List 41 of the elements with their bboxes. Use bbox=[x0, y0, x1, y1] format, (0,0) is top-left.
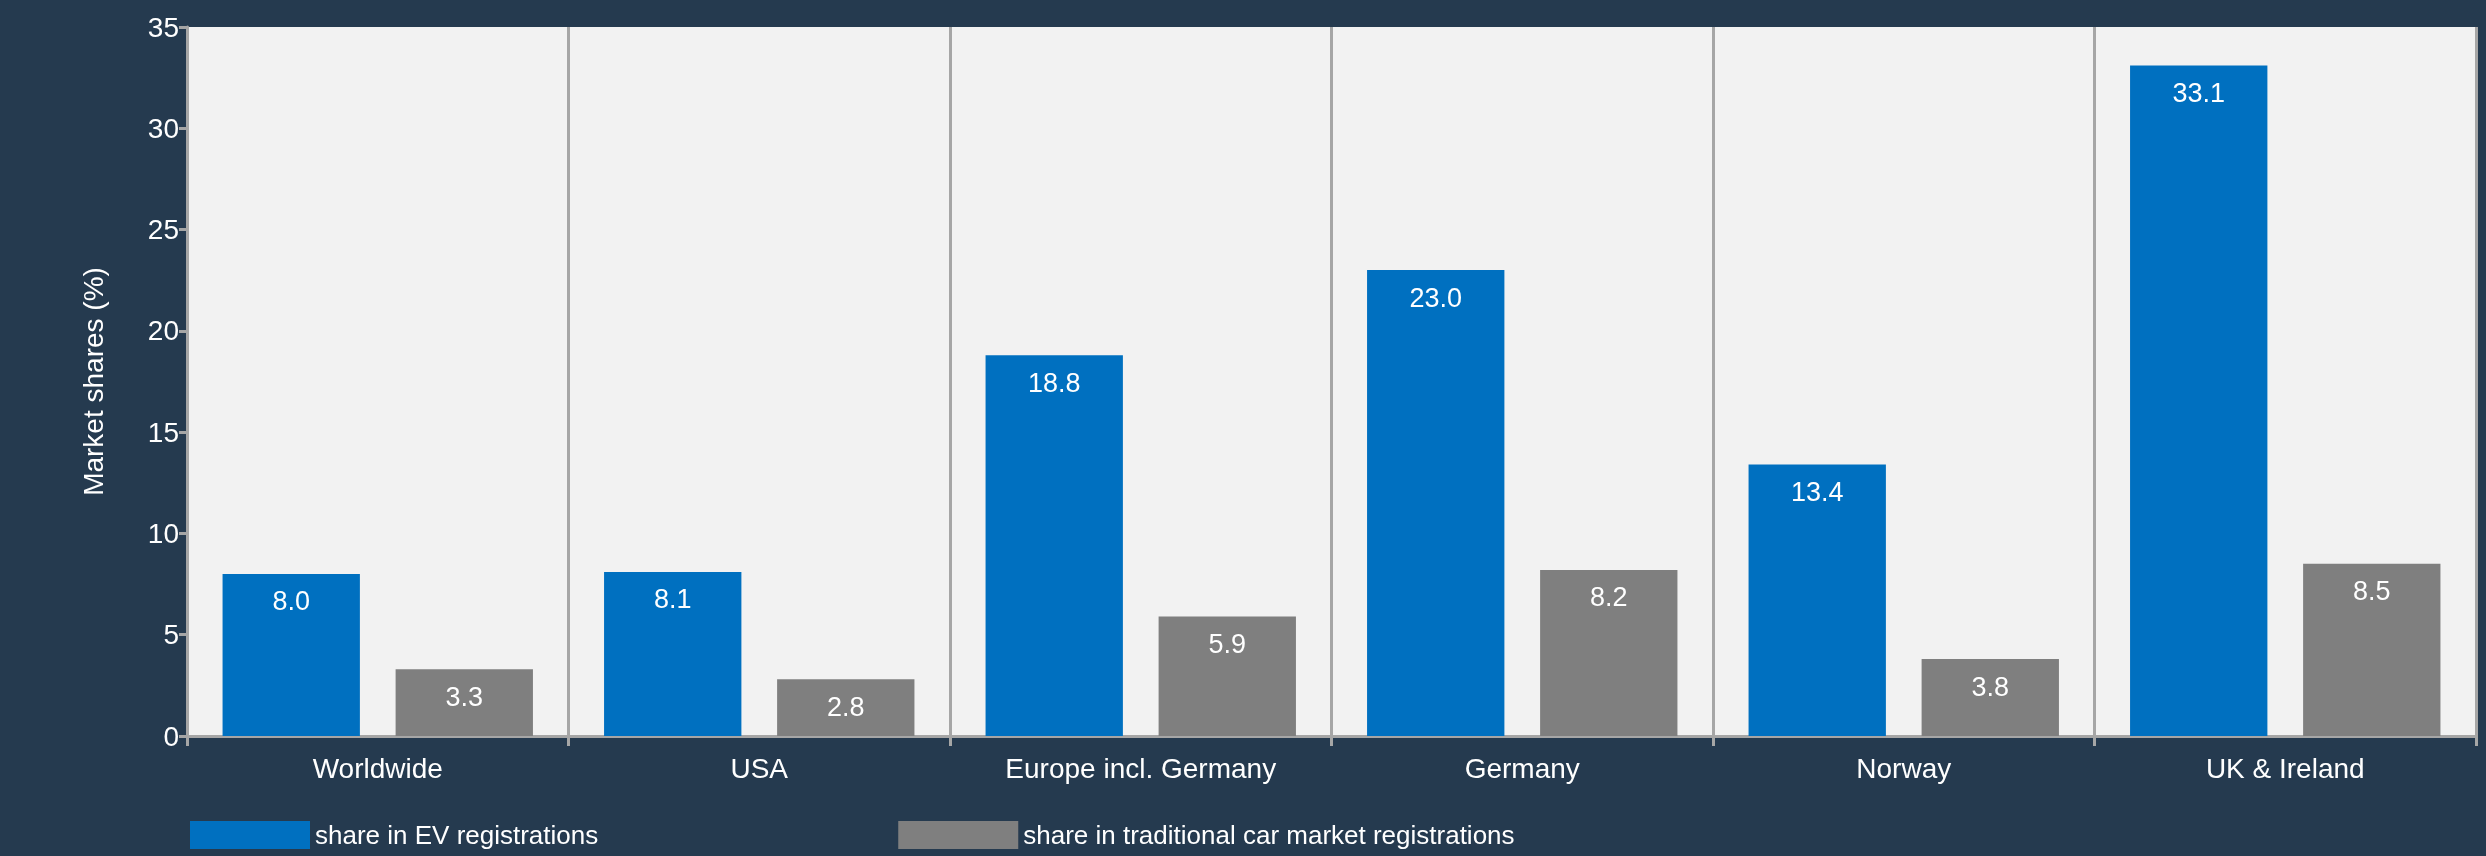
y-tick-label: 10 bbox=[147, 517, 179, 549]
bar bbox=[2130, 65, 2268, 736]
data-label: 33.1 bbox=[2172, 77, 2226, 108]
bar bbox=[1540, 569, 1678, 736]
y-tick-label: 20 bbox=[147, 315, 179, 347]
x-tick-label: Europe incl. Germany bbox=[1005, 752, 1277, 784]
y-tick-label: 0 bbox=[163, 720, 179, 752]
y-tick-label: 30 bbox=[147, 112, 179, 144]
x-tick-label: UK & Ireland bbox=[2205, 752, 2365, 784]
legend-label: share in traditional car market registrations bbox=[1023, 820, 1515, 850]
x-tick-label: Worldwide bbox=[312, 752, 443, 784]
data-label: 13.4 bbox=[1790, 477, 1844, 508]
data-label: 3.8 bbox=[1971, 671, 2010, 702]
bar bbox=[777, 679, 915, 736]
x-tick-label: USA bbox=[730, 752, 789, 784]
data-label: 3.3 bbox=[445, 681, 484, 712]
y-tick-label: 15 bbox=[147, 416, 179, 448]
bar bbox=[1158, 616, 1296, 736]
y-tick-label: 25 bbox=[147, 214, 179, 246]
data-label: 2.8 bbox=[827, 691, 865, 722]
bar bbox=[604, 571, 742, 736]
bar bbox=[2303, 563, 2441, 736]
x-tick-label: Norway bbox=[1856, 752, 1952, 784]
bar bbox=[1748, 464, 1886, 736]
bar bbox=[1921, 659, 2059, 736]
bar bbox=[1367, 270, 1505, 736]
data-label: 8.2 bbox=[1590, 582, 1628, 613]
x-tick-label: Germany bbox=[1464, 752, 1580, 784]
data-label: 8.5 bbox=[2353, 576, 2391, 607]
data-label: 8.0 bbox=[272, 586, 310, 617]
data-label: 5.9 bbox=[1208, 628, 1247, 659]
y-tick-label: 35 bbox=[147, 11, 179, 43]
bar bbox=[222, 573, 360, 736]
data-label: 23.0 bbox=[1409, 282, 1463, 313]
y-axis-title: Market shares (%) bbox=[77, 267, 109, 496]
legend-label: share in EV registrations bbox=[315, 820, 599, 850]
data-label: 18.8 bbox=[1027, 367, 1081, 398]
data-label: 8.1 bbox=[653, 584, 692, 615]
bar bbox=[395, 669, 533, 736]
bar bbox=[985, 355, 1123, 736]
y-tick-label: 5 bbox=[163, 619, 179, 651]
